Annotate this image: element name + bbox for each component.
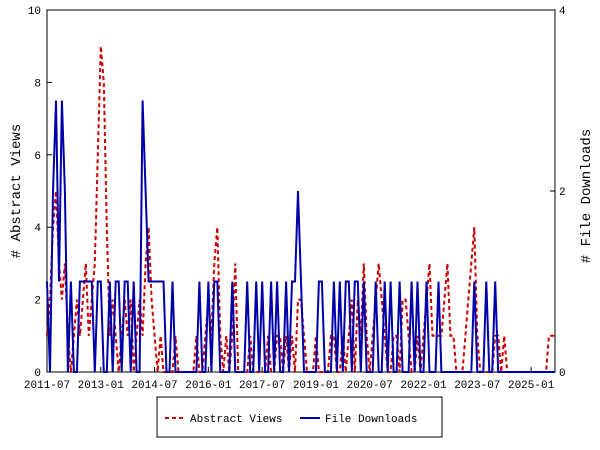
y-tick-label: 8 [34,78,41,90]
y-tick-label: 0 [34,368,41,380]
x-tick-label: 2020-07 [347,380,393,392]
x-tick-label: 2013-01 [78,380,125,392]
y2-axis-label: # File Downloads [579,129,595,263]
x-tick-label: 2017-07 [239,380,285,392]
legend-label: Abstract Views [190,414,282,426]
legend-box [156,396,443,438]
x-tick-label: 2023-07 [454,380,500,392]
y-tick-label: 6 [34,151,41,163]
y-tick-label: 4 [34,223,41,235]
x-tick-label: 2022-01 [400,380,447,392]
y-tick-label: 2 [34,296,41,308]
legend-label: File Downloads [325,414,417,426]
x-tick-label: 2014-07 [131,380,177,392]
x-tick-label: 2025-01 [508,380,555,392]
x-tick-label: 2019-01 [293,380,340,392]
y2-tick-label: 4 [559,6,566,18]
series-line [46,100,555,373]
y-tick-label: 10 [28,6,41,18]
x-tick-label: 2011-07 [24,380,70,392]
y2-tick-label: 0 [559,368,566,380]
y2-tick-label: 2 [559,187,566,199]
x-tick-label: 2016-01 [185,380,232,392]
y-axis-label: # Abstract Views [9,124,25,258]
